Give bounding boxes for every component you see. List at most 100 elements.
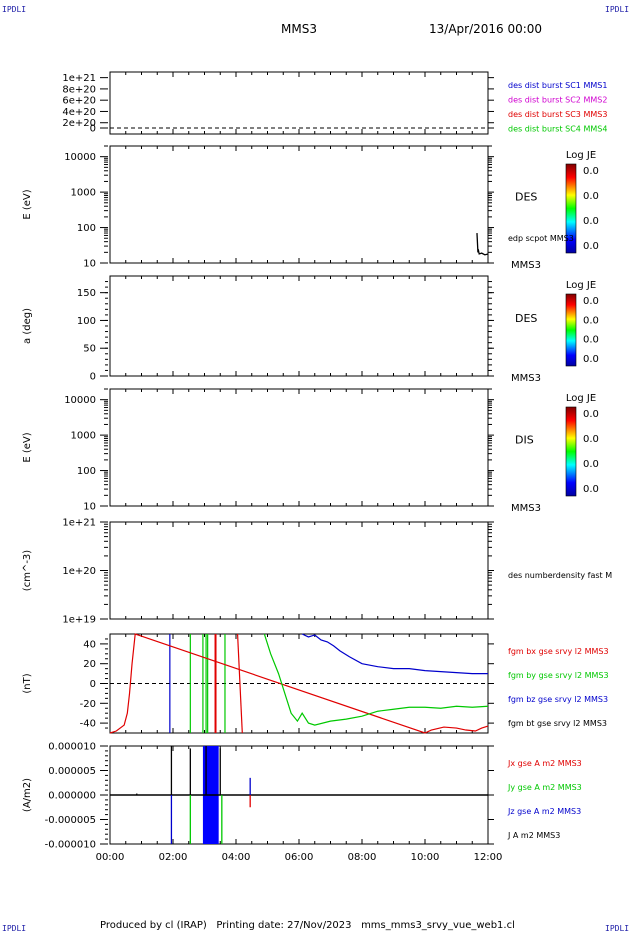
footer: Produced by cl (IRAP) Printing date: 27/…: [100, 920, 515, 931]
field-series-line: [301, 633, 488, 675]
y-tick-label: 2e+20: [62, 118, 96, 129]
y-tick-label: 1e+19: [62, 615, 96, 626]
legend-entry: Jx gse A m2 MMS3: [507, 759, 582, 768]
y-tick-label: 0: [90, 679, 96, 690]
x-tick-label: 00:00: [96, 852, 125, 863]
panel-frame: [109, 71, 489, 135]
legend-entry: fgm bz gse srvy l2 MMS3: [508, 695, 608, 704]
colorbar-tick-label: 0.0: [583, 335, 599, 346]
x-tick-label: 06:00: [285, 852, 314, 863]
colorbar-tick-label: 0.0: [583, 315, 599, 326]
y-tick-label: 10000: [64, 152, 96, 163]
colorbar-title: Log JE: [566, 280, 596, 291]
colorbar-tick-label: 0.0: [583, 409, 599, 420]
y-tick-label: 1e+21: [62, 518, 96, 529]
legend-entry: Jy gse A m2 MMS3: [507, 783, 582, 792]
y-tick-label: 1e+20: [62, 566, 96, 577]
colorbar-title: Log JE: [566, 150, 596, 161]
colorbar-title: Log JE: [566, 393, 596, 404]
y-tick-label: -0.000010: [45, 840, 96, 851]
y-tick-label: 0.000000: [48, 791, 96, 802]
y-tick-label: 100: [77, 316, 96, 327]
x-tick-label: 08:00: [348, 852, 377, 863]
field-series-line: [263, 633, 489, 726]
x-tick-label: 02:00: [159, 852, 188, 863]
legend-entry: fgm bx gse srvy l2 MMS3: [508, 647, 609, 656]
y-axis-label: (nT): [22, 673, 33, 693]
spacecraft-sublabel: MMS3: [511, 503, 541, 514]
legend-entry: des dist burst SC4 MMS4: [508, 125, 607, 134]
x-tick-label: 04:00: [222, 852, 251, 863]
scpot-series-line: [476, 233, 489, 256]
y-tick-label: 4e+20: [62, 107, 96, 118]
y-tick-label: 0.000005: [48, 766, 96, 777]
y-tick-label: 6e+20: [62, 96, 96, 107]
y-tick-label: 40: [83, 639, 96, 650]
y-tick-label: 1e+21: [62, 73, 96, 84]
y-tick-label: -20: [80, 699, 96, 710]
legend-entry: des dist burst SC2 MMS2: [508, 96, 607, 105]
legend-entry: des dist burst SC1 MMS1: [508, 81, 607, 90]
instrument-label: DIS: [515, 434, 534, 447]
colorbar-tick-label: 0.0: [583, 241, 599, 252]
y-axis-label: E (eV): [22, 189, 33, 219]
legend-entry: J A m2 MMS3: [507, 831, 560, 840]
legend-entry: fgm bt gse srvy l2 MMS3: [508, 719, 607, 728]
footer-filename: mms_mms3_srvy_vue_web1.cl: [361, 920, 515, 931]
y-axis-label: (A/m2): [22, 778, 33, 812]
spacecraft-sublabel: MMS3: [511, 260, 541, 271]
corner-label-top-left: IPDLI: [2, 5, 27, 14]
legend-entry: Jz gse A m2 MMS3: [507, 807, 581, 816]
panel-frame: [109, 521, 489, 620]
colorbar: [565, 163, 577, 254]
colorbar-tick-label: 0.0: [583, 191, 599, 202]
x-tick-label: 12:00: [474, 852, 503, 863]
panel-frame: [109, 145, 489, 264]
corner-label-bottom-left: IPDLI: [2, 924, 27, 933]
spacecraft-sublabel: MMS3: [511, 373, 541, 384]
y-tick-label: 10: [83, 502, 96, 513]
colorbar-tick-label: 0.0: [583, 434, 599, 445]
y-tick-label: 150: [77, 288, 96, 299]
y-tick-label: 0: [90, 372, 96, 383]
y-tick-label: -40: [80, 719, 96, 730]
y-axis-label: a (deg): [22, 308, 33, 344]
y-tick-label: 50: [83, 344, 96, 355]
instrument-label: DES: [515, 312, 537, 325]
y-tick-label: 100: [77, 466, 96, 477]
y-tick-label: 100: [77, 223, 96, 234]
y-tick-label: 10: [83, 259, 96, 270]
panel-frame: [109, 275, 489, 377]
colorbar: [565, 406, 577, 497]
colorbar-tick-label: 0.0: [583, 216, 599, 227]
field-series-line: [109, 633, 489, 734]
colorbar-tick-label: 0.0: [583, 484, 599, 495]
legend-entry: fgm by gse srvy l2 MMS3: [508, 671, 609, 680]
colorbar: [565, 293, 577, 367]
y-tick-label: -0.000005: [45, 815, 96, 826]
instrument-label: DES: [515, 191, 537, 204]
colorbar-tick-label: 0.0: [583, 354, 599, 365]
footer-produced-by: Produced by cl (IRAP): [100, 920, 207, 931]
corner-label-bottom-right: IPDLI: [605, 924, 630, 933]
y-tick-label: 0: [90, 124, 96, 135]
field-spike-line: [236, 633, 243, 734]
overlay-label: edp scpot MMS3: [508, 234, 574, 243]
colorbar-tick-label: 0.0: [583, 296, 599, 307]
colorbar-tick-label: 0.0: [583, 166, 599, 177]
y-tick-label: 1000: [71, 431, 96, 442]
y-tick-label: 20: [83, 659, 96, 670]
y-axis-label: E (eV): [22, 432, 33, 462]
y-tick-label: 0.000010: [48, 742, 96, 753]
x-tick-label: 10:00: [411, 852, 440, 863]
panel-frame: [109, 388, 489, 507]
footer-printing-date: Printing date: 27/Nov/2023: [216, 920, 352, 931]
spacecraft-title: MMS3: [281, 22, 317, 36]
date-time-title: 13/Apr/2016 00:00: [429, 22, 543, 36]
y-tick-label: 1000: [71, 188, 96, 199]
corner-label-top-right: IPDLI: [605, 5, 630, 14]
legend-entry: des dist burst SC3 MMS3: [508, 110, 607, 119]
y-axis-label: (cm^-3): [22, 550, 33, 591]
legend-entry: des numberdensity fast M: [508, 571, 612, 580]
